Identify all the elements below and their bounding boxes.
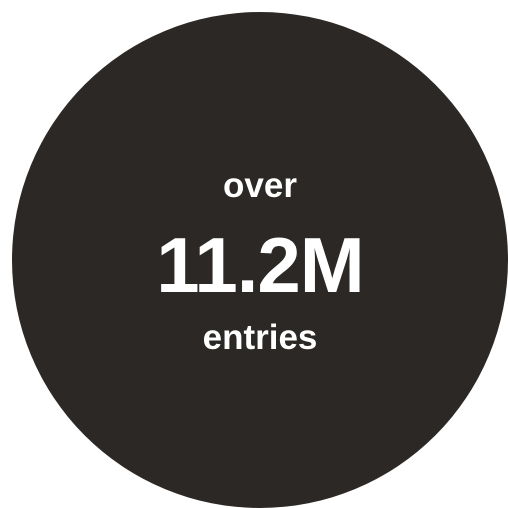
badge-figure: 11.2M <box>156 221 364 309</box>
badge-prefix-text: over <box>223 166 297 205</box>
badge-circle <box>12 12 508 508</box>
badge-suffix-text: entries <box>202 318 318 357</box>
